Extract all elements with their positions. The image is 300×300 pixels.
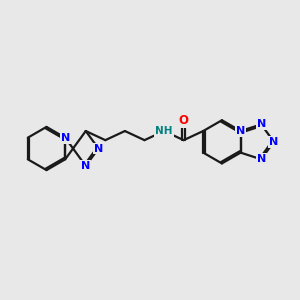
Text: N: N [256, 119, 266, 129]
Text: O: O [178, 114, 189, 127]
Text: N: N [269, 137, 278, 147]
Text: N: N [61, 133, 70, 143]
Text: NH: NH [155, 126, 173, 136]
Text: N: N [94, 143, 103, 154]
Text: N: N [256, 154, 266, 164]
Text: N: N [236, 126, 245, 136]
Text: N: N [81, 161, 90, 171]
